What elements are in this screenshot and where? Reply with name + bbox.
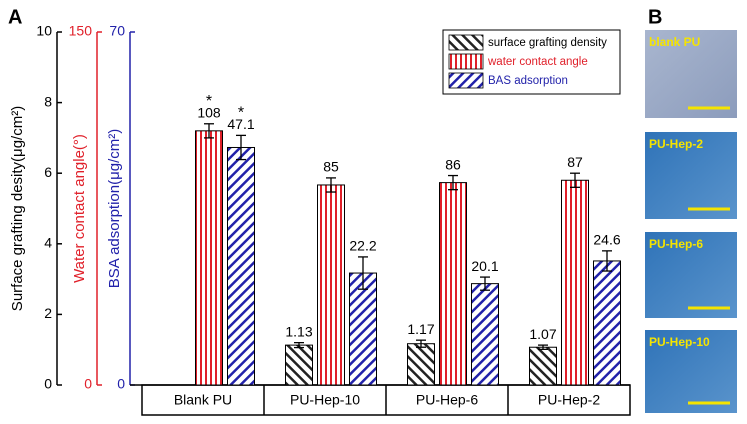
tick-label: 0	[117, 376, 125, 392]
legend-label: water contact angle	[487, 56, 588, 68]
micrograph	[645, 232, 737, 318]
annotation: *	[238, 105, 244, 122]
legend-label: BAS adsorption	[488, 75, 568, 87]
value-label: 24.6	[593, 232, 620, 248]
error-bar	[538, 344, 548, 350]
axis-label: Surface grafting desity(μg/cm²)	[9, 106, 26, 311]
error-bar	[570, 172, 580, 188]
axis-label: BSA adsorption(μg/cm²)	[106, 129, 123, 289]
error-bar	[602, 250, 612, 272]
error-bar	[358, 256, 368, 290]
tick-label: 10	[36, 23, 52, 39]
value-label: 1.13	[285, 323, 312, 339]
annotation: *	[206, 93, 212, 110]
tick-label: 0	[44, 376, 52, 392]
tick-label: 70	[109, 23, 125, 39]
tick-label: 2	[44, 305, 52, 321]
image-label: blank PU	[649, 35, 700, 49]
tick-label: 4	[44, 235, 52, 251]
x-tick-label: Blank PU	[174, 392, 232, 408]
value-label: 20.1	[471, 258, 498, 274]
x-tick-label: PU-Hep-10	[290, 392, 360, 408]
axis-label: Water contact angle(°)	[71, 134, 88, 283]
bar	[529, 346, 557, 386]
bar	[227, 146, 255, 386]
tick-label: 6	[44, 164, 52, 180]
tick-label: 8	[44, 93, 52, 109]
bar	[195, 130, 223, 386]
panel-label: A	[8, 6, 22, 28]
error-bar	[236, 134, 246, 161]
bar	[561, 179, 589, 386]
micrograph	[645, 330, 737, 413]
legend-label: surface grafting density	[488, 37, 607, 49]
tick-label: 0	[84, 376, 92, 392]
bar	[471, 283, 499, 386]
tick-label: 150	[69, 23, 93, 39]
value-label: 1.17	[407, 321, 434, 337]
panel-label: B	[648, 6, 662, 28]
image-label: PU-Hep-6	[649, 237, 703, 251]
value-label: 1.07	[529, 326, 556, 342]
value-label: 47.1	[227, 116, 254, 132]
value-label: 108	[197, 104, 221, 120]
value-label: 85	[323, 159, 339, 175]
value-label: 22.2	[349, 238, 376, 254]
error-bar	[294, 341, 304, 349]
image-label: PU-Hep-2	[649, 137, 703, 151]
error-bar	[480, 276, 490, 291]
bar	[407, 343, 435, 386]
legend-swatch	[448, 34, 484, 51]
legend-swatch	[448, 72, 484, 89]
image-label: PU-Hep-10	[649, 335, 710, 349]
micrograph	[645, 30, 737, 118]
error-bar	[204, 123, 214, 139]
bar	[317, 184, 345, 386]
x-tick-label: PU-Hep-6	[416, 392, 478, 408]
value-label: 86	[445, 156, 461, 172]
bar	[349, 272, 377, 386]
error-bar	[326, 177, 336, 193]
legend-swatch	[448, 53, 484, 70]
x-tick-label: PU-Hep-2	[538, 392, 600, 408]
micrograph	[645, 132, 737, 219]
bar	[285, 344, 313, 386]
error-bar	[448, 174, 458, 191]
bar	[439, 182, 467, 386]
value-label: 87	[567, 154, 583, 170]
error-bar	[416, 339, 426, 348]
bar	[593, 260, 621, 386]
